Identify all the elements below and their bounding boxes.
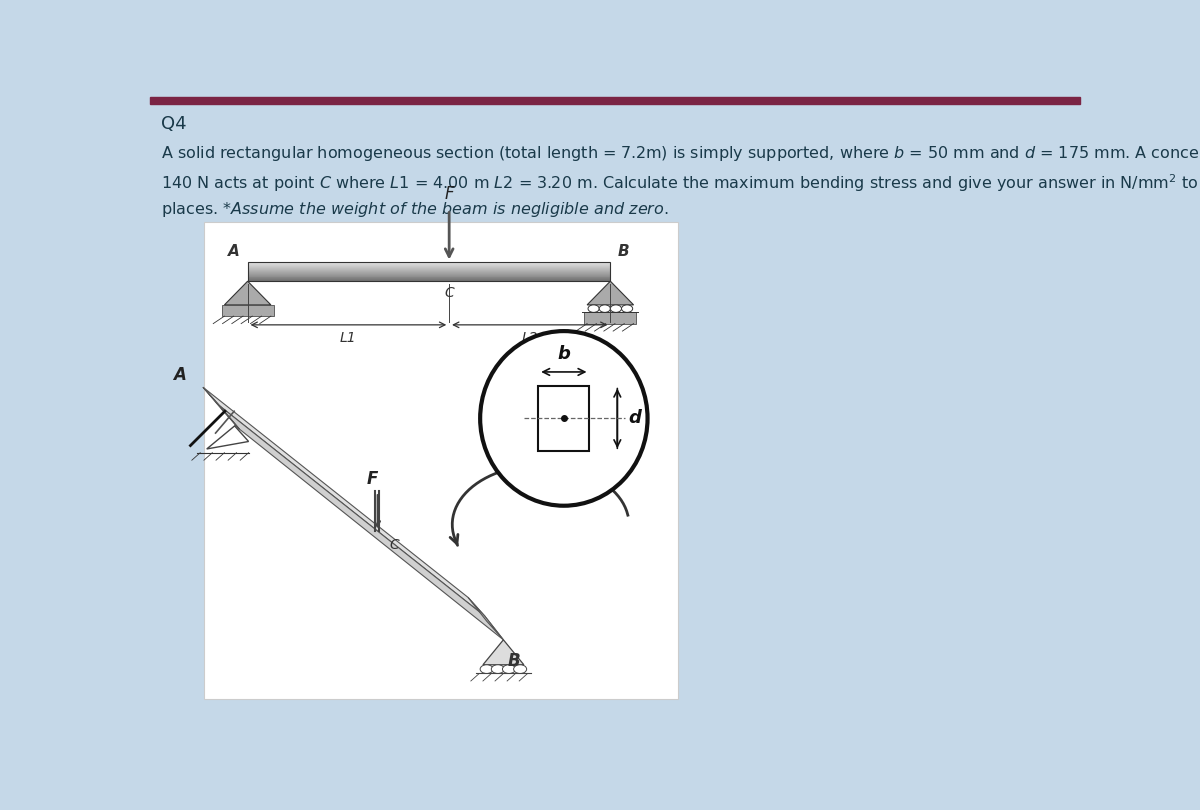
Bar (247, 264, 611, 266)
Bar (247, 262, 611, 263)
Bar (247, 263, 611, 264)
Polygon shape (203, 387, 485, 616)
Bar (247, 272, 611, 273)
Circle shape (491, 665, 504, 673)
Bar (247, 275, 611, 276)
Text: B: B (508, 652, 521, 671)
Circle shape (599, 305, 611, 313)
Text: A: A (228, 245, 240, 259)
Text: places. $\mathit{*Assume\ the\ weight\ of\ the\ beam\ is\ negligible\ and\ zero.: places. $\mathit{*Assume\ the\ weight\ o… (161, 200, 668, 220)
Bar (247, 278, 611, 279)
Bar (247, 273, 611, 274)
Circle shape (514, 665, 527, 673)
Bar (222, 305, 274, 316)
Circle shape (480, 665, 493, 673)
Text: C: C (390, 538, 400, 552)
Bar (247, 280, 611, 281)
Bar (584, 313, 636, 324)
Text: B: B (618, 245, 630, 259)
Polygon shape (224, 281, 271, 305)
Bar (204, 222, 678, 699)
Polygon shape (587, 281, 634, 305)
Text: L2: L2 (522, 331, 538, 345)
Bar (247, 274, 611, 275)
Circle shape (503, 665, 516, 673)
Text: Q4: Q4 (161, 115, 187, 133)
Text: A: A (173, 366, 186, 384)
Text: 140 N acts at point $C$ where $L1$ = 4.00 m $L2$ = 3.20 m. Calculate the maximum: 140 N acts at point $C$ where $L1$ = 4.0… (161, 172, 1200, 194)
Circle shape (588, 305, 599, 313)
Bar (247, 269, 611, 270)
Text: b: b (558, 344, 570, 363)
Circle shape (611, 305, 622, 313)
Bar (247, 268, 611, 269)
Bar (247, 262, 611, 281)
Polygon shape (468, 598, 504, 640)
Text: F: F (444, 185, 454, 203)
Bar (247, 271, 611, 272)
Bar (247, 266, 611, 267)
Text: A solid rectangular homogeneous section (total length = 7.2m) is simply supporte: A solid rectangular homogeneous section … (161, 144, 1200, 163)
Circle shape (622, 305, 632, 313)
Bar (247, 267, 611, 268)
Bar (247, 270, 611, 271)
Ellipse shape (480, 331, 648, 505)
Bar (247, 276, 611, 278)
Polygon shape (482, 640, 524, 665)
Text: L1: L1 (340, 331, 356, 345)
Bar (539, 386, 589, 451)
Text: F: F (366, 470, 378, 488)
Text: C: C (444, 286, 454, 301)
Bar (150, 97, 1080, 104)
Text: d: d (629, 409, 641, 428)
Polygon shape (203, 387, 239, 429)
Polygon shape (220, 406, 504, 640)
Bar (247, 279, 611, 280)
